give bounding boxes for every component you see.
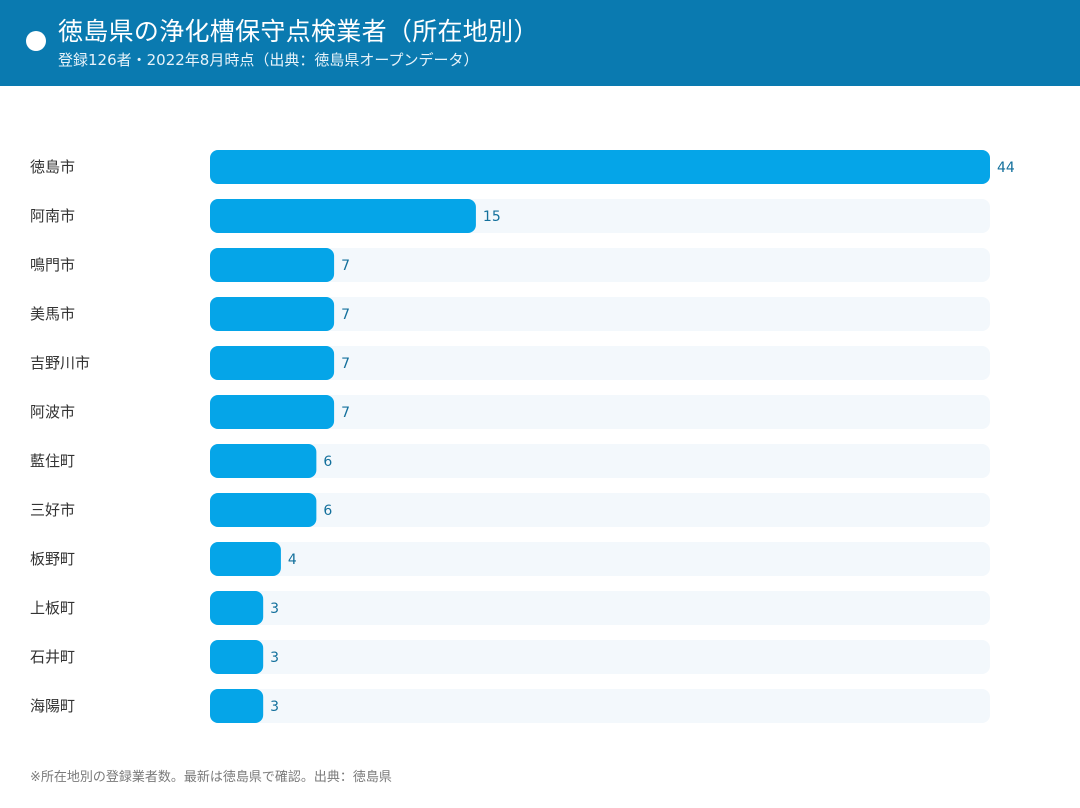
bar (210, 493, 317, 527)
bar (210, 199, 476, 233)
category-label: 上板町 (30, 599, 75, 617)
bar-track (210, 444, 990, 478)
bar-track (210, 542, 990, 576)
bar (210, 395, 335, 429)
category-label: 鳴門市 (30, 256, 75, 274)
category-label: 吉野川市 (30, 354, 90, 372)
value-label: 3 (270, 699, 279, 715)
value-label: 7 (341, 356, 350, 372)
bar (210, 297, 335, 331)
bar (210, 689, 264, 723)
bar-track (210, 248, 990, 282)
bar-track (210, 395, 990, 429)
category-label: 藍住町 (30, 452, 75, 470)
bar (210, 150, 990, 184)
bar-track (210, 297, 990, 331)
bar-track (210, 591, 990, 625)
chart-header: 徳島県の浄化槽保守点検業者（所在地別） 登録126者・2022年8月時点（出典：… (0, 0, 1080, 86)
category-label: 板野町 (30, 550, 75, 568)
bar-track (210, 640, 990, 674)
category-label: 阿南市 (30, 207, 75, 225)
value-label: 6 (323, 503, 332, 519)
footnote: ※所在地別の登録業者数。最新は徳島県で確認。出典：徳島県 (30, 770, 392, 785)
value-label: 44 (997, 160, 1015, 176)
bar (210, 248, 335, 282)
value-label: 4 (288, 552, 297, 568)
bar-track (210, 689, 990, 723)
category-label: 阿波市 (30, 403, 75, 421)
value-label: 7 (341, 307, 350, 323)
bar (210, 542, 281, 576)
category-label: 海陽町 (30, 697, 75, 715)
bar-track (210, 346, 990, 380)
value-label: 7 (341, 405, 350, 421)
chart-title: 徳島県の浄化槽保守点検業者（所在地別） (58, 17, 539, 46)
category-label: 石井町 (30, 648, 75, 666)
value-label: 6 (323, 454, 332, 470)
category-label: 美馬市 (30, 305, 75, 323)
value-label: 3 (270, 650, 279, 666)
category-label: 三好市 (30, 501, 75, 519)
bar (210, 591, 264, 625)
bar (210, 346, 335, 380)
category-label: 徳島市 (30, 158, 75, 176)
bullet-dot-icon (26, 31, 46, 51)
bar (210, 444, 317, 478)
value-label: 7 (341, 258, 350, 274)
value-label: 15 (483, 209, 501, 225)
bar-track (210, 493, 990, 527)
bar (210, 640, 264, 674)
chart-subtitle: 登録126者・2022年8月時点（出典：徳島県オープンデータ） (58, 51, 479, 69)
value-label: 3 (270, 601, 279, 617)
